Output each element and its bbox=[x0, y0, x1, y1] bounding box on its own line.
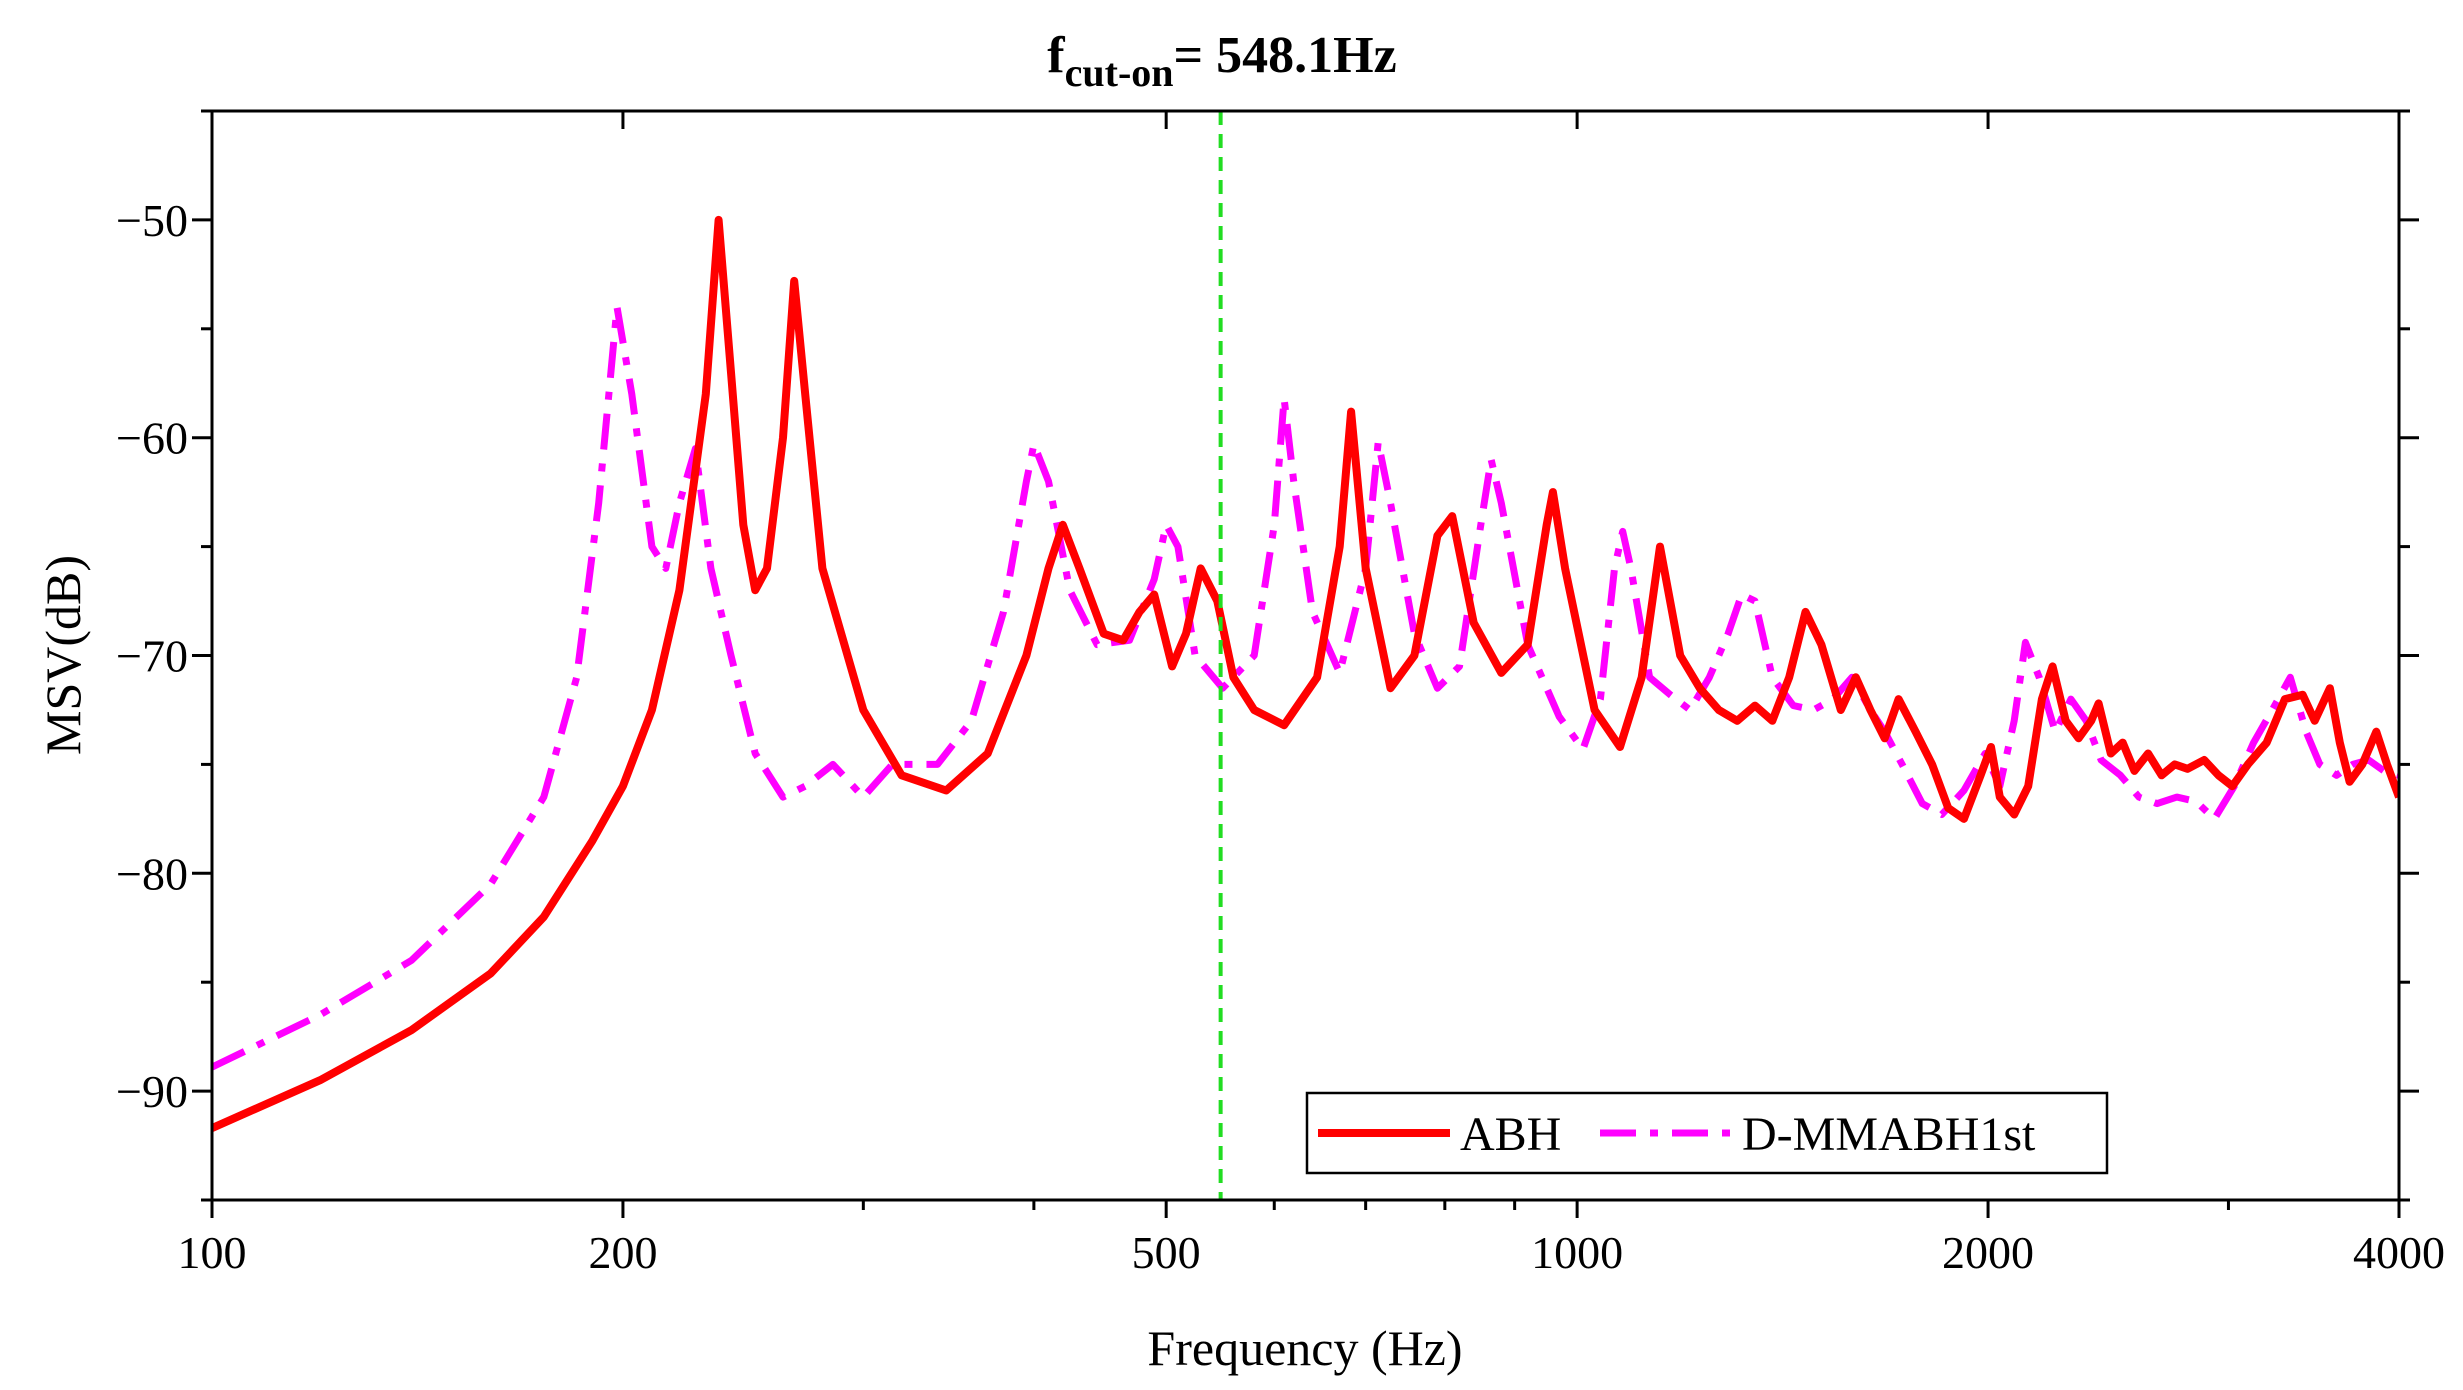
y-tick-label-minus-60: −60 bbox=[116, 413, 188, 464]
series-group bbox=[212, 111, 2399, 1200]
y-tick-label-minus-50: −50 bbox=[116, 195, 188, 246]
x-tick-label-200: 200 bbox=[588, 1227, 657, 1278]
y-tick-label-minus-70: −70 bbox=[116, 631, 188, 682]
plot-frame bbox=[210, 109, 2401, 1202]
x-tick-label-100: 100 bbox=[178, 1227, 247, 1278]
axis-ticks bbox=[192, 109, 2419, 1218]
series-line-d-mmabh1st bbox=[212, 303, 2399, 1071]
chart-title: fcut-on= 548.1Hz bbox=[1047, 27, 1396, 95]
legend: ABH D-MMABH1st bbox=[1305, 1091, 2109, 1175]
x-tick-label-500: 500 bbox=[1132, 1227, 1201, 1278]
chart-title-subscript: cut-on bbox=[1065, 50, 1174, 95]
y-tick-label-minus-80: −80 bbox=[116, 848, 188, 899]
series-line-abh bbox=[212, 215, 2399, 1132]
y-axis-title: MSV(dB) bbox=[35, 555, 91, 755]
chart-title-main: f bbox=[1047, 27, 1065, 84]
legend-label-d-mmabh1st: D-MMABH1st bbox=[1742, 1108, 2036, 1161]
y-tick-label-minus-90: −90 bbox=[116, 1066, 188, 1117]
x-tick-labels: 100 200 500 1000 2000 4000 bbox=[178, 1227, 2446, 1278]
chart-title-rest: = 548.1Hz bbox=[1174, 27, 1397, 84]
x-tick-label-4000: 4000 bbox=[2353, 1227, 2445, 1278]
x-axis-title: Frequency (Hz) bbox=[1147, 1320, 1462, 1376]
y-tick-labels: −90 −80 −70 −60 −50 bbox=[116, 195, 188, 1117]
x-tick-label-1000: 1000 bbox=[1531, 1227, 1623, 1278]
legend-label-abh: ABH bbox=[1460, 1108, 1561, 1161]
x-tick-label-2000: 2000 bbox=[1942, 1227, 2034, 1278]
